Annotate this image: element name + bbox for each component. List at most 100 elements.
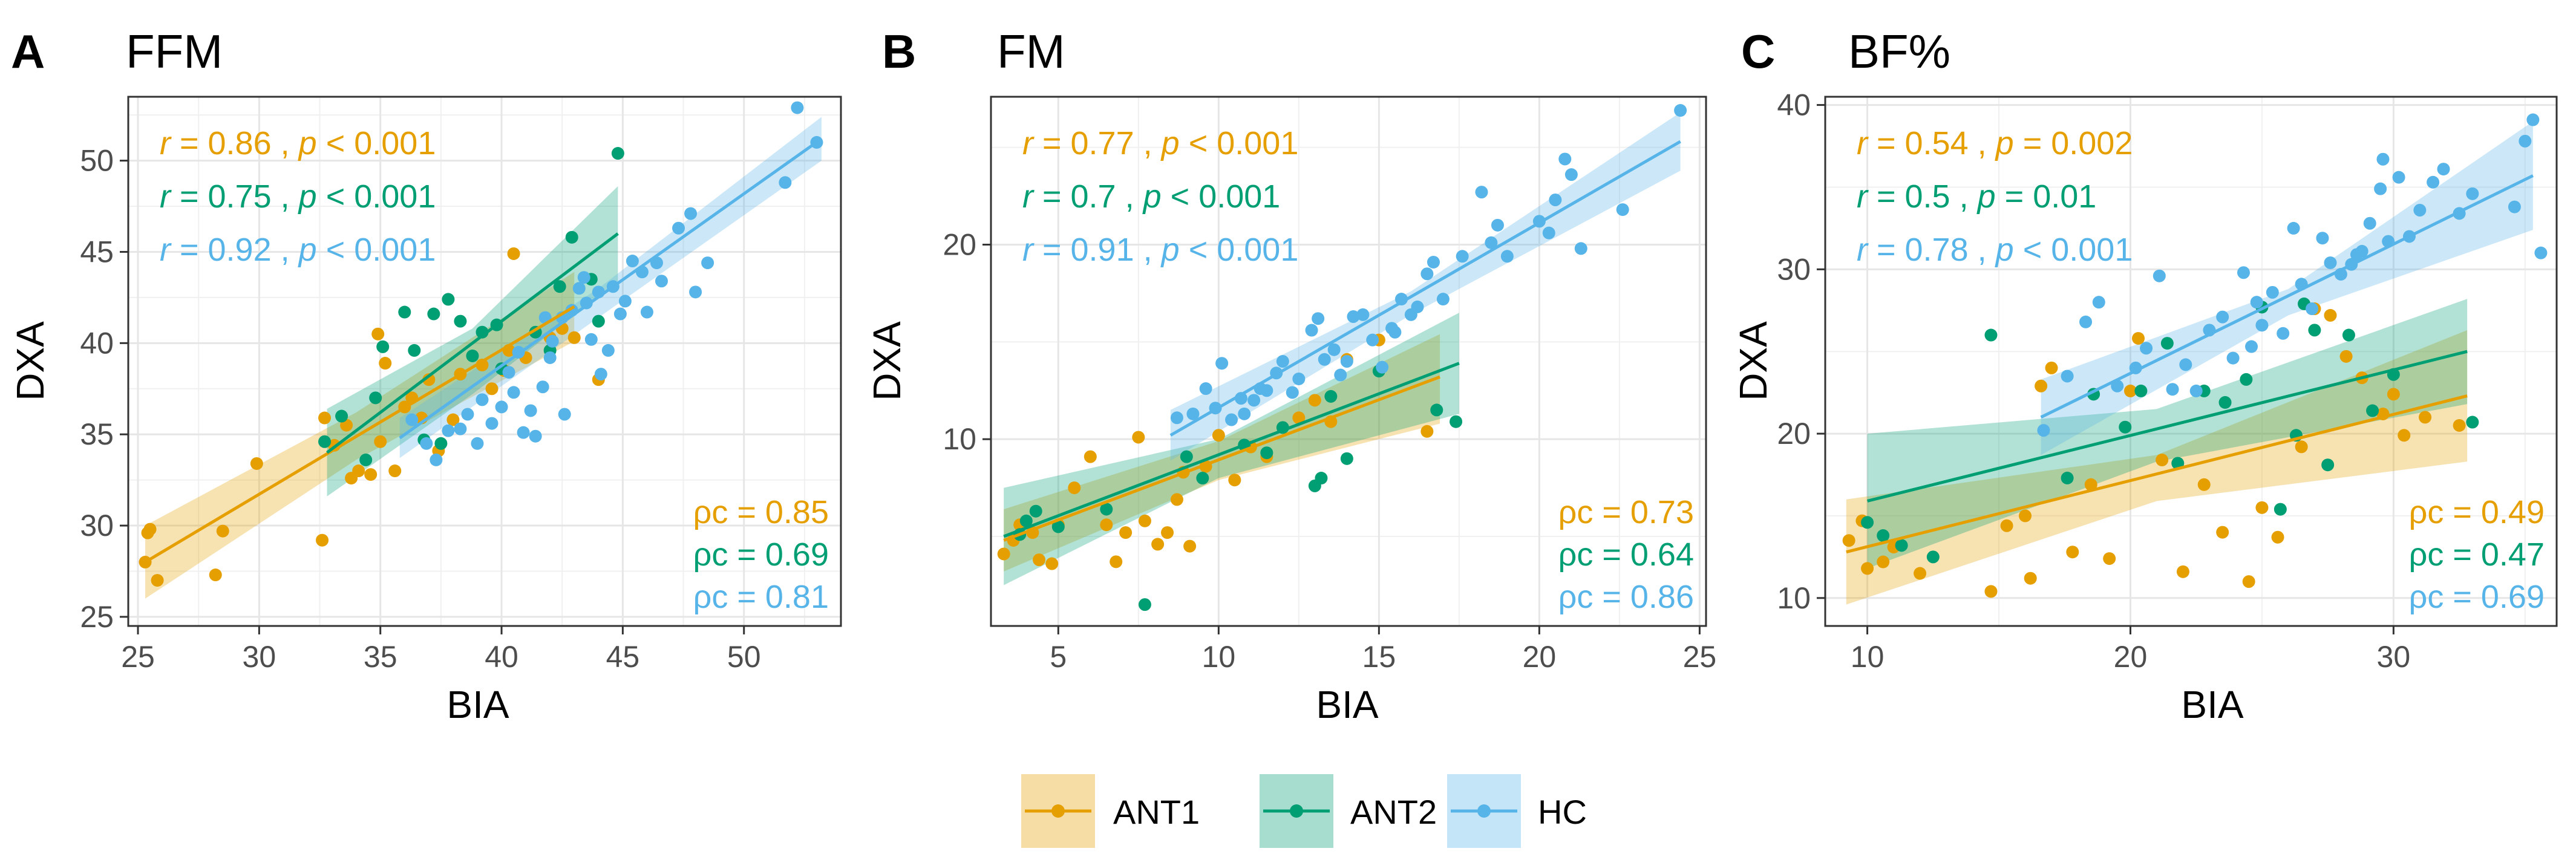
data-point-ant1 — [2295, 440, 2308, 454]
r-value: = 0.7 , — [1033, 178, 1143, 215]
data-point-ant1 — [1084, 450, 1097, 463]
data-point-ant1 — [422, 373, 436, 386]
data-point-ant1 — [1170, 493, 1183, 506]
data-point-hc — [2166, 383, 2179, 396]
data-point-hc — [1215, 357, 1229, 370]
data-point-hc — [1564, 168, 1578, 181]
confidence-band-ant2 — [1867, 299, 2468, 568]
data-point-hc — [507, 386, 520, 399]
data-point-ant2 — [2342, 328, 2355, 342]
data-point-hc — [1574, 242, 1587, 255]
fit-line-ant1 — [1846, 394, 2468, 554]
y-axis-label: DXA — [865, 321, 909, 401]
data-point-hc — [1260, 384, 1273, 397]
data-point-hc — [2363, 217, 2376, 230]
r-symbol: r — [1857, 232, 1869, 268]
data-point-ant1 — [2242, 575, 2255, 588]
plot-area: 25 30 35 40 45 50 25 30 35 40 45 50 r = 0.86 , p < 0… — [80, 96, 842, 674]
y-tick-label: 25 — [80, 600, 114, 634]
plot-border — [990, 96, 1707, 627]
data-point-ant2 — [1926, 550, 1940, 564]
data-point-ant1 — [1861, 562, 1874, 575]
r-annotation-hc: r = 0.78 , p < 0.001 — [1857, 232, 2133, 268]
fit-line-ant2 — [1003, 362, 1460, 538]
data-point-hc — [1225, 413, 1238, 426]
data-point-ant1 — [1420, 425, 1434, 438]
data-point-ant2 — [2240, 373, 2253, 386]
rho-annotation-ant2: ρc = 0.64 — [1558, 536, 1694, 573]
data-point-ant2 — [1895, 539, 1908, 552]
data-point-ant2 — [1138, 598, 1151, 611]
data-point-ant1 — [1877, 555, 1890, 568]
r-value: = 0.91 , — [1033, 232, 1162, 268]
data-point-ant1 — [1842, 534, 1855, 547]
data-point-ant2 — [1100, 503, 1113, 516]
p-value: < 0.001 — [1180, 125, 1299, 161]
data-point-ant1 — [2024, 572, 2037, 585]
data-point-ant1 — [2216, 526, 2229, 539]
data-point-hc — [2140, 342, 2153, 355]
data-point-hc — [495, 400, 508, 414]
data-point-hc — [2255, 319, 2269, 332]
data-point-ant2 — [553, 280, 566, 293]
p-symbol: p — [1976, 178, 1996, 215]
x-tick-label: 25 — [121, 640, 155, 674]
data-point-hc — [405, 413, 419, 426]
data-point-hc — [594, 368, 607, 381]
p-symbol: p — [1995, 125, 2014, 161]
data-point-ant1 — [374, 435, 387, 448]
r-value: = 0.78 , — [1868, 232, 1996, 268]
data-point-hc — [1558, 152, 1572, 166]
data-point-ant1 — [388, 464, 402, 478]
data-point-hc — [442, 424, 455, 437]
data-point-hc — [572, 282, 586, 295]
data-point-ant1 — [1228, 474, 1241, 487]
data-point-hc — [2226, 351, 2240, 365]
r-annotation-ant1: r = 0.86 , p < 0.001 — [160, 125, 436, 161]
data-point-hc — [1238, 407, 1251, 420]
data-point-hc — [1491, 218, 1504, 232]
r-value: = 0.5 , — [1868, 178, 1978, 215]
data-point-ant2 — [476, 325, 489, 339]
data-point-hc — [2153, 269, 2166, 282]
plot-border — [127, 96, 842, 627]
data-point-ant1 — [2019, 509, 2032, 523]
data-point-ant1 — [2103, 552, 2116, 565]
data-point-hc — [1542, 226, 1555, 239]
x-tick-label: 15 — [1362, 640, 1396, 674]
data-point-hc — [2216, 310, 2229, 324]
data-point-hc — [1286, 386, 1299, 399]
data-point-ant1 — [1984, 585, 1998, 598]
data-point-hc — [2092, 296, 2105, 309]
data-point-hc — [1199, 382, 1212, 396]
confidence-band-ant1 — [1846, 330, 2468, 605]
data-point-hc — [2179, 358, 2192, 371]
data-point-hc — [1276, 355, 1289, 368]
data-point-hc — [1327, 343, 1341, 356]
r-annotation-hc: r = 0.91 , p < 0.001 — [1022, 232, 1298, 268]
data-point-ant2 — [1877, 529, 1890, 542]
panel-a: A FFM DXA BIA 25 30 35 40 45 50 25 30 35 40 45 50 r … — [8, 25, 842, 726]
data-point-ant1 — [1308, 394, 1321, 407]
rho-annotation-hc: ρc = 0.81 — [693, 579, 829, 615]
data-point-hc — [655, 275, 668, 288]
data-point-hc — [1340, 355, 1353, 368]
y-tick-label: 20 — [943, 227, 976, 261]
data-point-ant2 — [1450, 415, 1463, 428]
r-value: = 0.92 , — [171, 232, 299, 268]
data-point-hc — [2037, 424, 2050, 437]
data-point-hc — [461, 408, 474, 421]
r-symbol: r — [160, 178, 172, 215]
data-point-ant1 — [2419, 411, 2432, 424]
data-point-hc — [791, 101, 804, 114]
r-symbol: r — [160, 125, 172, 161]
y-tick-label: 40 — [1777, 88, 1811, 122]
data-point-ant1 — [2156, 454, 2169, 467]
data-point-ant1 — [507, 247, 520, 260]
data-point-hc — [2427, 175, 2440, 189]
data-point-ant1 — [371, 327, 385, 340]
data-point-hc — [1427, 255, 1440, 269]
r-annotation-ant2: r = 0.7 , p < 0.001 — [1022, 178, 1280, 215]
y-tick-label: 50 — [80, 144, 114, 178]
data-point-hc — [430, 453, 443, 466]
